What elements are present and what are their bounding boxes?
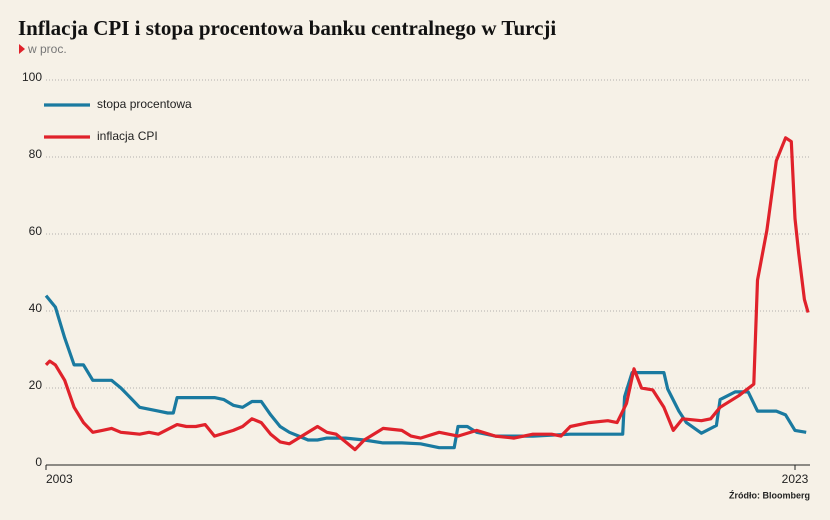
subtitle: w proc. [27,42,67,56]
x-tick-label: 2003 [46,472,73,486]
data-line [44,294,807,450]
data-line [44,136,810,452]
legend-label: inflacja CPI [97,129,158,143]
y-tick-label: 20 [29,378,43,392]
y-tick-label: 0 [35,455,42,469]
chart-title: Inflacja CPI i stopa procentowa banku ce… [18,16,556,40]
y-tick-label: 100 [22,70,42,84]
y-tick-label: 40 [29,301,43,315]
x-tick-label: 2023 [782,472,809,486]
y-tick-label: 80 [29,147,43,161]
subtitle-marker [19,44,25,54]
y-tick-label: 60 [29,224,43,238]
legend-label: stopa procentowa [97,97,192,111]
source: Źródło: Bloomberg [729,490,810,500]
